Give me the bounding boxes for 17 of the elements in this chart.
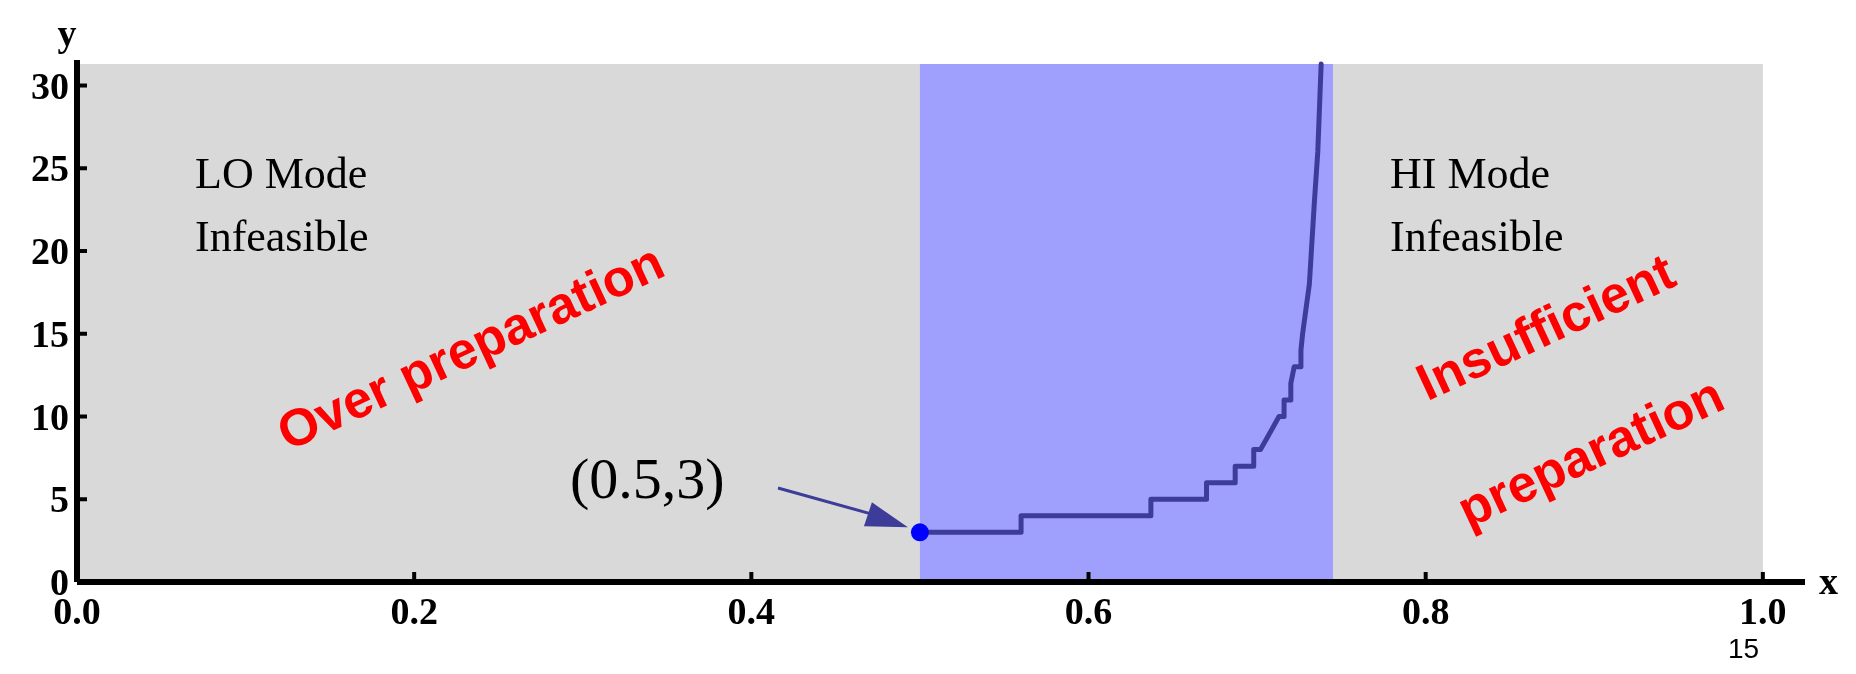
y-axis-title: y [57,12,77,54]
y-tick-label: 5 [50,478,69,521]
annotation: (0.5,3) [570,446,725,511]
y-tick-label: 25 [31,147,69,190]
y-tick-label: 20 [31,230,69,273]
annotation: LO Mode Infeasible [195,149,369,261]
text: 15 [1728,633,1760,664]
y-tick-label: 30 [31,64,69,107]
y-tick-label: 15 [31,312,69,355]
x-tick-label: 0.4 [727,590,776,632]
x-tick-label: 0.8 [1401,590,1450,632]
annotation: HI Mode Infeasible [1390,149,1564,261]
x-tick-label: 1.0 [1739,590,1787,632]
y-tick-label: 10 [31,395,69,438]
x-tick-label: 0.6 [1064,590,1113,632]
x-axis-title: x [1819,560,1838,602]
x-tick-label: 0.2 [390,590,438,632]
